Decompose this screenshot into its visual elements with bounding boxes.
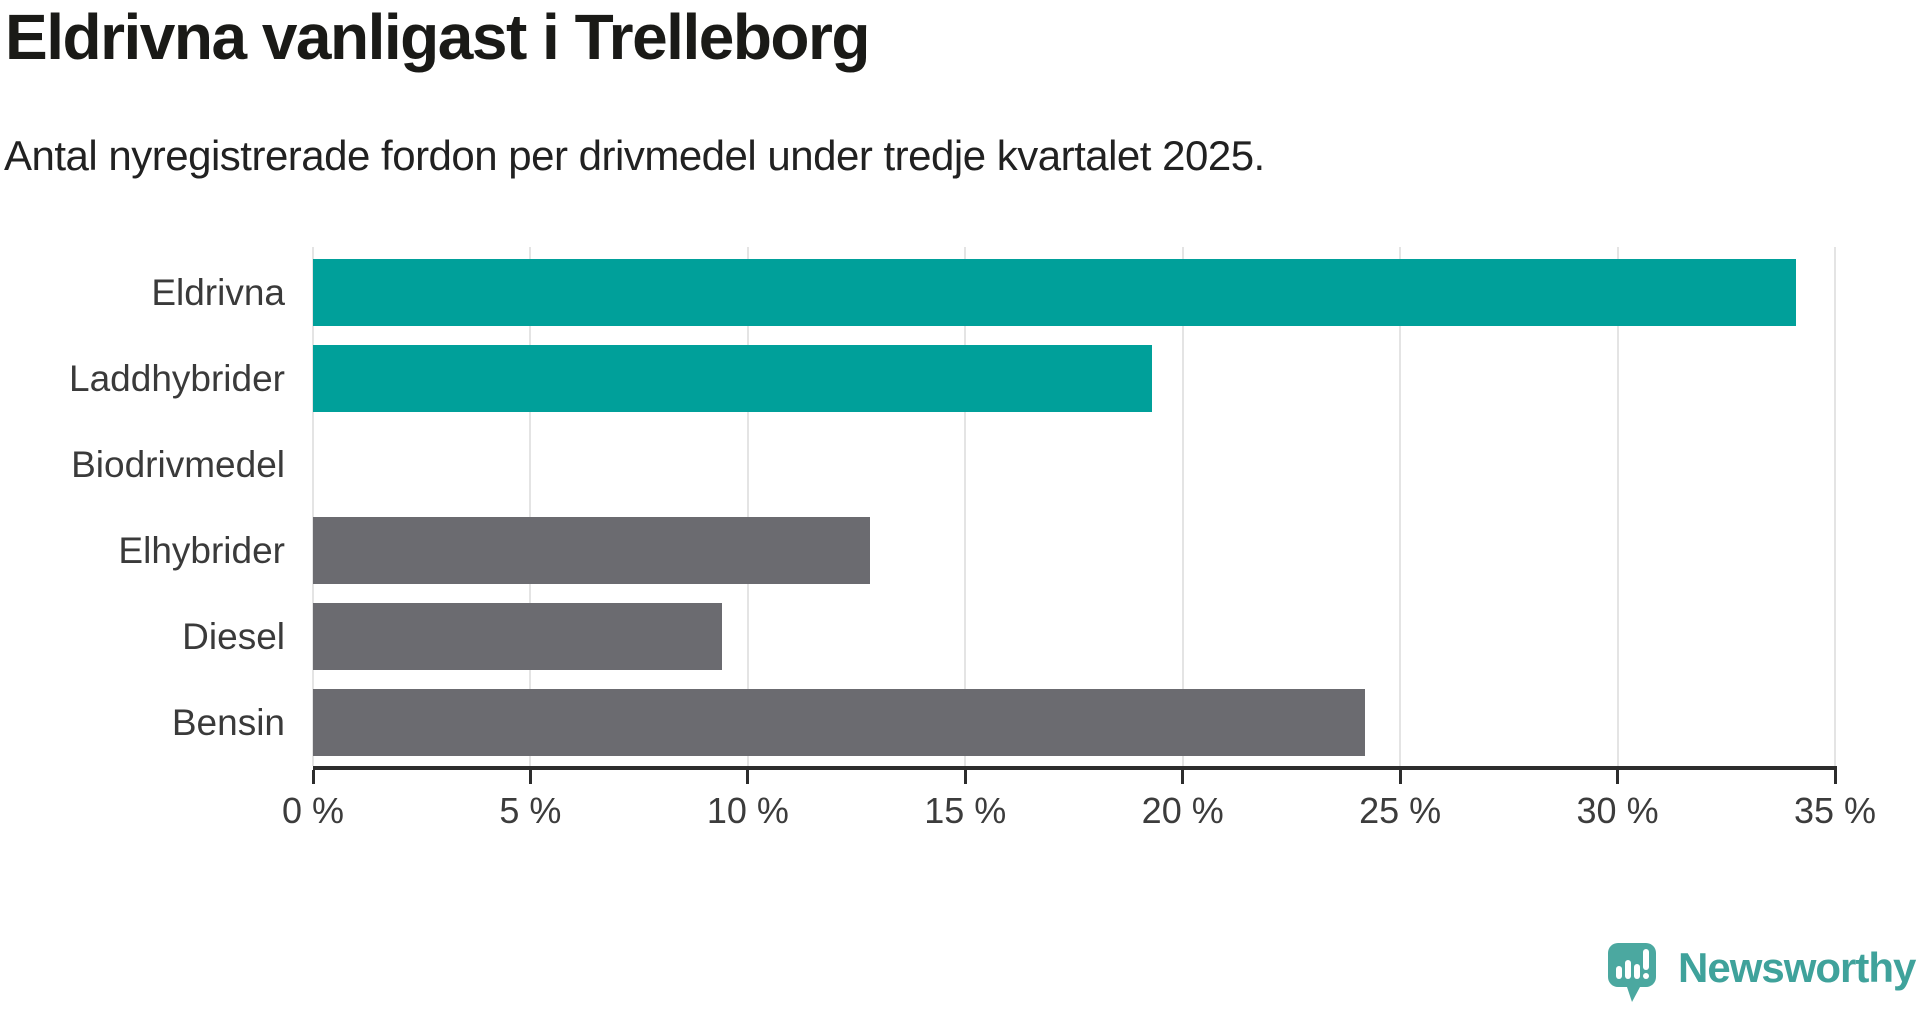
chart-title: Eldrivna vanligast i Trelleborg: [5, 1, 871, 73]
bar-elhybrider: [313, 517, 870, 584]
y-label-bensin: Bensin: [171, 702, 285, 743]
y-label-laddhybrider: Laddhybrider: [69, 358, 285, 399]
gridline-25-percent: [1399, 247, 1402, 766]
bar-diesel: [313, 603, 722, 670]
x-tick-label-5-percent: 5 %: [499, 790, 562, 831]
newsworthy-wordmark: Newsworthy: [1678, 944, 1916, 991]
y-label-eldrivna: Eldrivna: [151, 272, 285, 313]
x-tick-20-percent: [1181, 770, 1185, 784]
y-label-elhybrider: Elhybrider: [118, 530, 285, 571]
y-label-diesel: Diesel: [182, 616, 285, 657]
gridline-15-percent: [964, 247, 967, 766]
gridline-30-percent: [1616, 247, 1619, 766]
x-axis-line: [313, 766, 1837, 770]
x-tick-5-percent: [528, 770, 532, 784]
gridline-10-percent: [746, 247, 749, 766]
x-tick-label-30-percent: 30 %: [1576, 790, 1659, 831]
y-label-biodrivmedel: Biodrivmedel: [71, 444, 285, 485]
bar-bensin: [313, 689, 1366, 756]
x-tick-35-percent: [1833, 770, 1837, 784]
x-tick-label-10-percent: 10 %: [706, 790, 789, 831]
gridline-35-percent: [1834, 247, 1836, 766]
x-tick-label-35-percent: 35 %: [1793, 790, 1877, 831]
x-tick-0-percent: [311, 770, 315, 784]
x-tick-label-25-percent: 25 %: [1359, 790, 1442, 831]
bar-eldrivna: [313, 259, 1796, 326]
x-tick-30-percent: [1616, 770, 1620, 784]
x-tick-15-percent: [963, 770, 967, 784]
x-tick-25-percent: [1398, 770, 1402, 784]
x-tick-label-20-percent: 20 %: [1141, 790, 1224, 831]
gridline-5-percent: [529, 247, 532, 766]
x-tick-10-percent: [746, 770, 750, 784]
x-tick-label-15-percent: 15 %: [924, 790, 1007, 831]
newsworthy-logo: Newsworthy: [1607, 942, 1916, 1004]
x-tick-label-0-percent: 0 %: [281, 790, 345, 831]
gridline-0-percent: [312, 247, 314, 766]
gridline-20-percent: [1181, 247, 1184, 766]
chart-subtitle: Antal nyregistrerade fordon per drivmede…: [4, 132, 1265, 179]
bar-laddhybrider: [313, 345, 1153, 412]
newsworthy-icon: [1608, 943, 1656, 1002]
